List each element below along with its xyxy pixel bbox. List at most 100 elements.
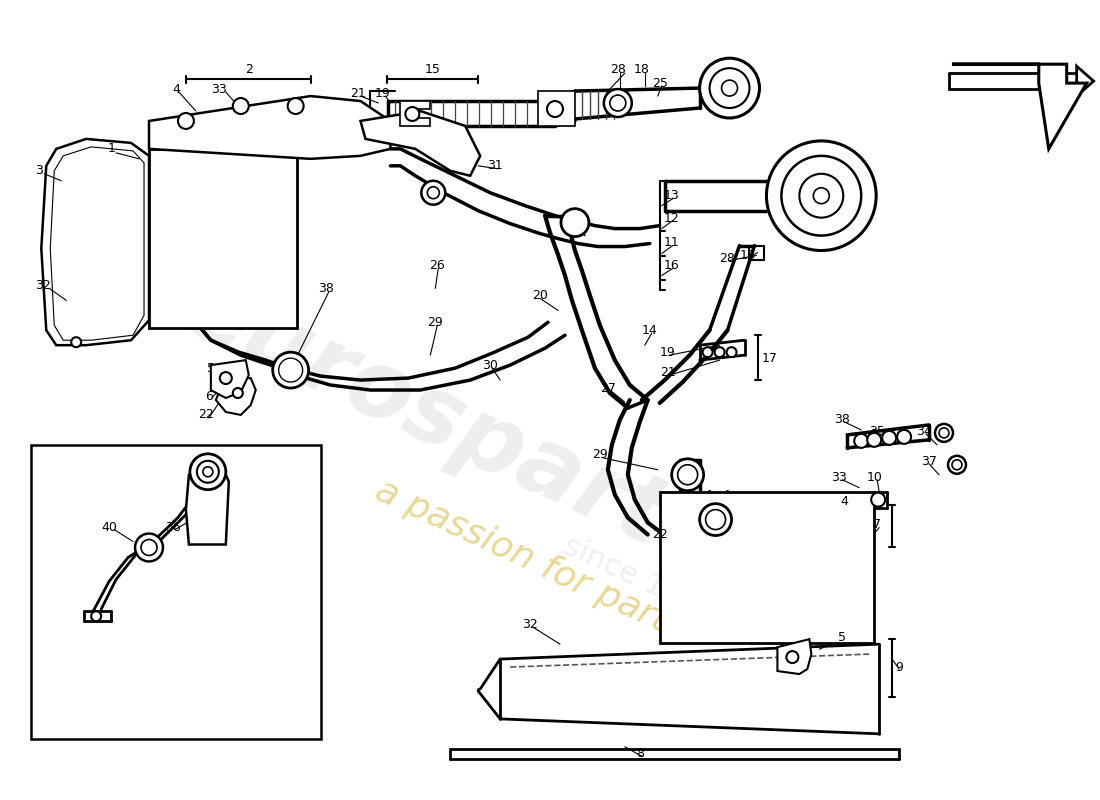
Circle shape [871,493,886,506]
Text: 26: 26 [429,259,446,272]
Circle shape [406,107,419,121]
Circle shape [781,156,861,235]
Text: 29: 29 [592,448,607,462]
Text: 19: 19 [660,346,675,358]
Text: 35: 35 [869,426,886,438]
Text: 4: 4 [172,82,180,95]
Text: 33: 33 [832,471,847,484]
Text: 1: 1 [107,142,116,155]
Text: 6: 6 [205,390,212,402]
Circle shape [178,113,194,129]
Text: 28: 28 [719,252,736,265]
Text: a passion for parts: a passion for parts [371,473,690,646]
Text: 2: 2 [245,62,253,76]
Text: 34: 34 [916,426,932,438]
Circle shape [700,504,732,535]
Circle shape [273,352,309,388]
Text: 13: 13 [663,190,680,202]
Text: 4: 4 [840,495,848,508]
Circle shape [233,388,243,398]
Text: 22: 22 [652,528,668,541]
Circle shape [427,186,439,198]
Text: 40: 40 [101,521,117,534]
Text: 3: 3 [35,164,43,178]
Circle shape [604,89,631,117]
Circle shape [202,466,213,477]
Circle shape [767,141,877,250]
Text: 37: 37 [921,455,937,468]
Circle shape [561,209,588,237]
Circle shape [898,430,911,444]
Text: 38: 38 [834,414,850,426]
Text: 10: 10 [866,471,882,484]
Circle shape [727,347,737,357]
Text: 12: 12 [663,212,680,225]
Text: 11: 11 [663,236,680,249]
Polygon shape [952,64,1087,149]
Text: 33: 33 [211,82,227,95]
Text: since 1985: since 1985 [558,531,722,628]
Text: 38: 38 [318,282,333,295]
Text: 5: 5 [838,630,846,644]
Text: 36: 36 [165,521,180,534]
Circle shape [197,461,219,482]
Circle shape [855,434,868,448]
Circle shape [813,188,829,204]
Circle shape [710,68,749,108]
Circle shape [609,95,626,111]
Circle shape [935,424,953,442]
Circle shape [867,433,881,447]
Text: 19: 19 [374,86,390,99]
Text: 32: 32 [35,279,52,292]
Circle shape [786,651,799,663]
Bar [148,149,297,328]
Circle shape [72,338,81,347]
Circle shape [952,460,962,470]
Polygon shape [1077,66,1093,96]
Circle shape [190,454,226,490]
Text: 7: 7 [873,518,881,531]
Circle shape [288,98,304,114]
Circle shape [715,347,725,357]
Circle shape [278,358,303,382]
Circle shape [220,372,232,384]
Polygon shape [361,111,481,176]
Bar [660,492,874,643]
Polygon shape [216,378,255,415]
Circle shape [421,181,446,205]
Text: 21: 21 [351,86,366,99]
Text: 25: 25 [652,77,668,90]
Text: 15: 15 [425,62,440,76]
Text: 14: 14 [642,324,658,337]
Text: 17: 17 [761,352,778,365]
Text: 18: 18 [634,62,650,76]
Circle shape [233,98,249,114]
Circle shape [547,101,563,117]
Circle shape [703,347,713,357]
Circle shape [800,174,844,218]
Text: 27: 27 [600,382,616,394]
Text: 8: 8 [636,747,644,760]
Polygon shape [400,101,430,126]
Text: 18: 18 [739,249,756,262]
Text: eurospartes: eurospartes [169,262,791,618]
Polygon shape [51,147,144,340]
Polygon shape [148,96,390,159]
Text: 29: 29 [428,316,443,329]
Polygon shape [778,639,812,674]
Text: 9: 9 [895,661,903,674]
Polygon shape [538,91,575,126]
Text: 16: 16 [663,259,680,272]
Bar [31,445,320,739]
Circle shape [672,458,704,490]
Text: 32: 32 [522,618,538,630]
Circle shape [135,534,163,562]
Circle shape [882,431,896,445]
Circle shape [722,80,737,96]
Polygon shape [211,360,249,398]
Polygon shape [186,474,229,545]
Text: 5: 5 [207,362,215,374]
Text: 31: 31 [487,159,503,172]
Text: 28: 28 [609,62,626,76]
Text: 20: 20 [532,289,548,302]
